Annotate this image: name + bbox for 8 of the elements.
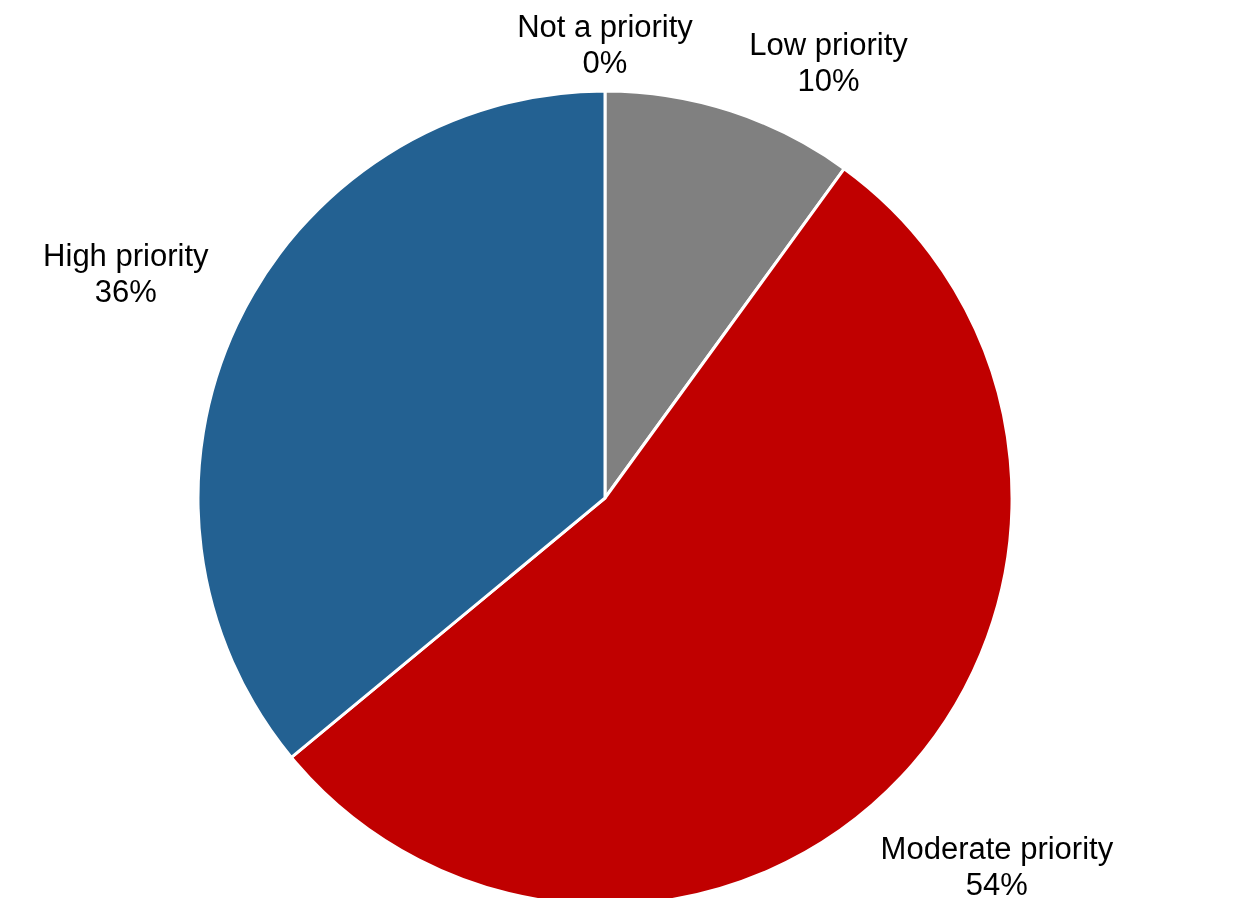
category-label: Not a priority [517, 9, 693, 45]
slice-label: Low priority [749, 27, 909, 63]
slice-label: Moderate priority [880, 831, 1114, 867]
data-label: 36% [94, 273, 157, 309]
data-label: 10% [797, 63, 860, 99]
text: 0% [582, 45, 628, 81]
slice-label: High priority [43, 237, 209, 273]
data-label: 54% [965, 867, 1028, 903]
